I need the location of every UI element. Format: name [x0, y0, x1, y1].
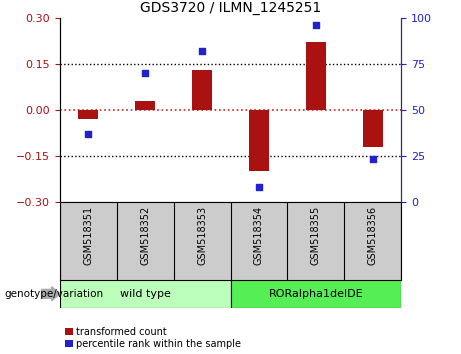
Text: genotype/variation: genotype/variation: [5, 289, 104, 299]
Point: [85, 131, 92, 137]
Point: [255, 184, 263, 190]
Bar: [78, 110, 98, 119]
Text: GSM518353: GSM518353: [197, 206, 207, 265]
Bar: [135, 101, 155, 110]
Text: GSM518354: GSM518354: [254, 206, 264, 265]
Point: [312, 22, 319, 28]
Bar: [230, 280, 401, 308]
Bar: [60, 280, 230, 308]
Bar: [306, 42, 326, 110]
Text: GSM518355: GSM518355: [311, 206, 321, 265]
Bar: [192, 70, 212, 110]
Bar: [249, 110, 269, 171]
Text: RORalpha1delDE: RORalpha1delDE: [268, 289, 363, 299]
Point: [369, 156, 376, 162]
Title: GDS3720 / ILMN_1245251: GDS3720 / ILMN_1245251: [140, 1, 321, 15]
Point: [142, 70, 149, 76]
Text: GSM518352: GSM518352: [140, 206, 150, 265]
Text: wild type: wild type: [120, 289, 171, 299]
Point: [198, 48, 206, 54]
Bar: [363, 110, 383, 147]
Text: GSM518356: GSM518356: [367, 206, 378, 265]
Text: GSM518351: GSM518351: [83, 206, 94, 265]
Legend: transformed count, percentile rank within the sample: transformed count, percentile rank withi…: [65, 327, 242, 349]
